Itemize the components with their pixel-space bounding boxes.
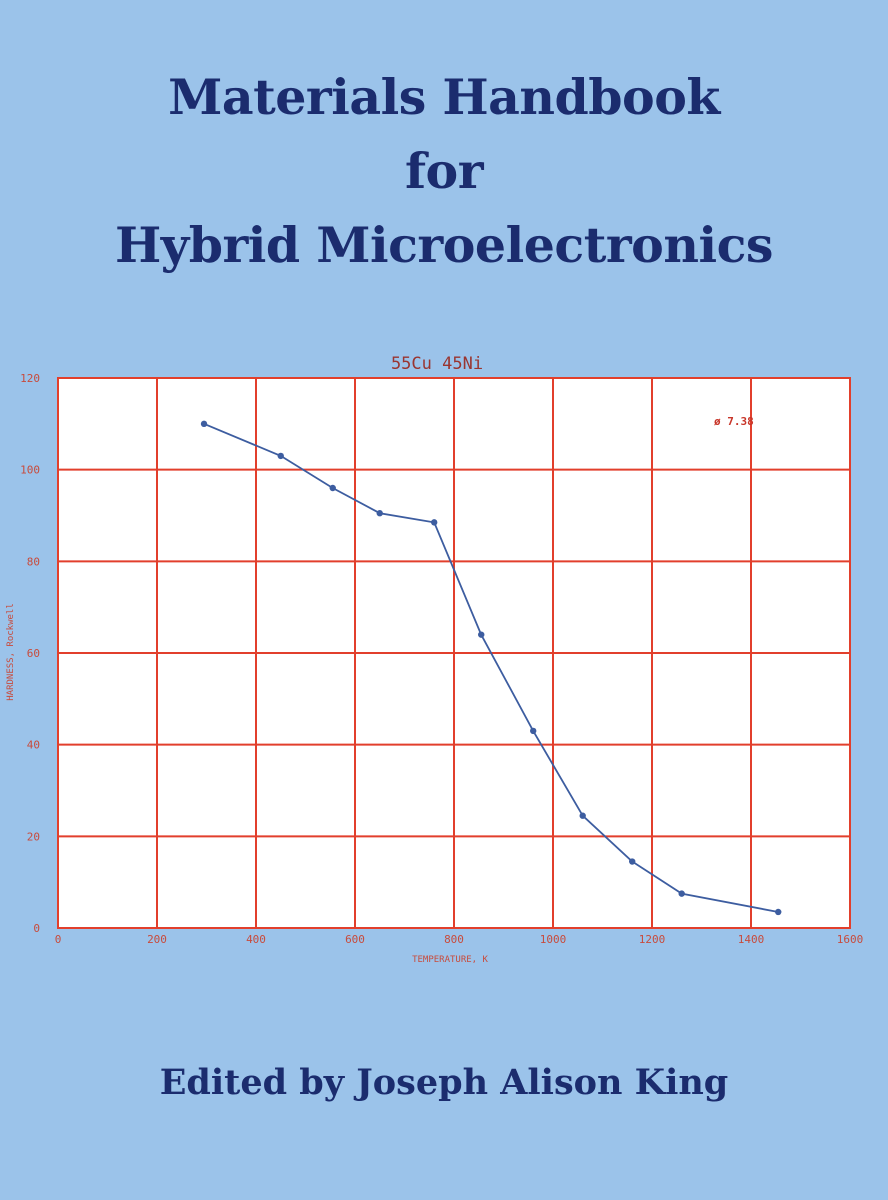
data-point (530, 727, 537, 735)
x-tick-label: 1200 (639, 933, 666, 946)
y-tick-label: 80 (27, 555, 40, 568)
x-tick-label: 400 (246, 933, 266, 946)
x-tick-label: 1000 (540, 933, 567, 946)
data-point (629, 858, 636, 865)
data-points (200, 420, 782, 916)
x-tick-labels: 0 200 400 600 800 1000 1200 1400 1600 (55, 933, 864, 946)
data-point (277, 452, 284, 460)
y-tick-label: 40 (27, 739, 40, 752)
data-point (376, 510, 383, 517)
y-axis-label: HARDNESS, Rockwell (6, 603, 16, 701)
x-tick-label: 1600 (837, 933, 864, 946)
grid-lines (57, 377, 851, 929)
title-line-3: Hybrid Microelectronics (114, 216, 774, 274)
y-tick-label: 20 (27, 830, 40, 843)
chart-annotation: ø 7.38 (714, 415, 754, 428)
editor-credit: Edited by Joseph Alison King (159, 1062, 729, 1103)
y-tick-label: 120 (20, 372, 40, 385)
data-point (200, 420, 208, 428)
x-tick-label: 1400 (738, 933, 765, 946)
y-tick-label: 0 (33, 922, 40, 935)
y-tick-label: 60 (27, 647, 40, 660)
x-tick-label: 0 (55, 933, 62, 946)
title-line-1: Materials Handbook (168, 68, 720, 126)
y-tick-label: 100 (20, 464, 40, 477)
data-point (678, 890, 685, 897)
x-axis-label: TEMPERATURE, K (412, 955, 488, 965)
data-point (775, 908, 782, 916)
book-title: Materials Handbook for Hybrid Microelect… (0, 60, 888, 282)
y-tick-labels: 0 20 40 60 80 100 120 (20, 372, 40, 935)
x-tick-label: 800 (444, 933, 464, 946)
chart-title: 55Cu 45Ni (391, 354, 483, 374)
data-point (579, 812, 586, 819)
x-tick-label: 200 (147, 933, 167, 946)
data-point (431, 519, 438, 526)
data-point (329, 484, 336, 492)
data-point (478, 631, 485, 638)
title-line-2: for (404, 142, 484, 200)
x-tick-label: 600 (345, 933, 365, 946)
